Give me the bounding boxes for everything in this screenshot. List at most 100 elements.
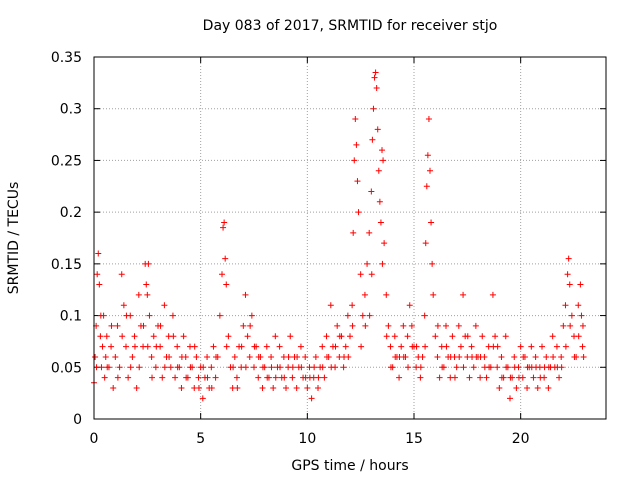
data-point — [351, 157, 358, 164]
data-point — [483, 374, 490, 381]
data-point — [429, 260, 436, 267]
data-point — [110, 384, 117, 391]
data-point — [242, 364, 249, 371]
data-points — [91, 69, 587, 402]
data-point — [494, 343, 501, 350]
data-point — [549, 333, 556, 340]
data-point — [191, 343, 198, 350]
data-point — [434, 353, 441, 360]
data-point — [456, 353, 463, 360]
data-point — [400, 322, 407, 329]
plot-frame — [93, 56, 607, 420]
data-point — [246, 353, 253, 360]
data-point — [234, 384, 241, 391]
data-point — [579, 322, 586, 329]
data-point — [125, 374, 132, 381]
data-point — [97, 312, 104, 319]
data-point — [575, 333, 582, 340]
x-tick-label: 10 — [298, 431, 316, 447]
data-point — [223, 281, 230, 288]
data-point — [323, 353, 330, 360]
data-point — [579, 343, 586, 350]
data-point — [144, 291, 151, 298]
data-point — [161, 302, 168, 309]
data-point — [419, 353, 426, 360]
data-point — [362, 322, 369, 329]
data-point — [319, 364, 326, 371]
data-point — [193, 353, 200, 360]
data-point — [349, 302, 356, 309]
data-point — [174, 343, 181, 350]
data-point — [370, 105, 377, 112]
data-point — [349, 322, 356, 329]
data-point — [507, 395, 513, 402]
data-point — [131, 343, 138, 350]
data-point — [530, 374, 537, 381]
data-point — [353, 141, 360, 148]
data-point — [213, 353, 220, 360]
y-tick-label: 0.25 — [51, 153, 82, 169]
data-point — [345, 353, 352, 360]
data-point — [368, 188, 375, 195]
y-tick-label: 0.35 — [51, 50, 82, 66]
data-point — [231, 353, 238, 360]
data-point — [200, 364, 207, 371]
data-point — [255, 374, 262, 381]
data-point — [434, 322, 441, 329]
data-point — [376, 198, 383, 205]
data-point — [263, 343, 270, 350]
y-tick-label: 0.15 — [51, 257, 82, 273]
data-point — [272, 374, 279, 381]
data-point — [372, 69, 379, 76]
data-point — [129, 353, 136, 360]
data-point — [532, 353, 539, 360]
data-point — [571, 353, 578, 360]
data-point — [328, 364, 335, 371]
data-point — [472, 322, 479, 329]
data-point — [312, 353, 319, 360]
data-point — [358, 343, 365, 350]
data-point — [99, 343, 106, 350]
data-point — [489, 291, 496, 298]
data-point — [373, 85, 380, 92]
data-point — [293, 384, 300, 391]
data-point — [144, 343, 151, 350]
data-point — [264, 374, 271, 381]
data-point — [208, 364, 215, 371]
data-point — [470, 364, 477, 371]
data-point — [297, 343, 304, 350]
data-point — [157, 322, 164, 329]
data-point — [383, 291, 390, 298]
data-point — [114, 322, 121, 329]
data-point — [566, 281, 573, 288]
data-point — [161, 364, 168, 371]
data-point — [152, 364, 159, 371]
data-point — [268, 364, 275, 371]
data-point — [565, 255, 572, 262]
data-point — [368, 271, 375, 278]
data-point — [298, 364, 305, 371]
data-point — [114, 374, 121, 381]
data-point — [208, 384, 215, 391]
data-point — [457, 343, 464, 350]
data-point — [166, 353, 173, 360]
data-point — [464, 333, 471, 340]
data-point — [396, 374, 403, 381]
data-point — [212, 374, 219, 381]
data-point — [398, 343, 405, 350]
data-point — [387, 343, 394, 350]
data-point — [406, 302, 413, 309]
data-point — [432, 333, 439, 340]
data-point — [112, 353, 119, 360]
data-point — [199, 395, 206, 402]
data-point — [545, 384, 552, 391]
data-point — [259, 364, 266, 371]
data-point — [116, 364, 123, 371]
data-point — [294, 353, 301, 360]
data-point — [578, 312, 585, 319]
data-point — [306, 374, 313, 381]
data-point — [93, 364, 100, 371]
data-point — [383, 333, 390, 340]
x-tick-label: 15 — [405, 431, 423, 447]
data-point — [131, 333, 138, 340]
